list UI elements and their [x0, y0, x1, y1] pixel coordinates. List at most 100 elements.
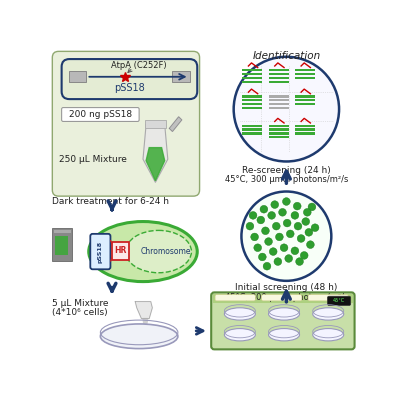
Bar	[295, 99, 315, 101]
Circle shape	[265, 238, 272, 246]
Circle shape	[242, 192, 331, 281]
Ellipse shape	[313, 329, 344, 341]
Circle shape	[280, 244, 288, 251]
Text: Initial screening (48 h): Initial screening (48 h)	[235, 283, 338, 292]
Bar	[295, 95, 315, 97]
Ellipse shape	[224, 329, 255, 341]
Ellipse shape	[89, 221, 197, 282]
Circle shape	[296, 258, 304, 265]
FancyBboxPatch shape	[62, 59, 197, 99]
Bar	[295, 132, 315, 135]
Text: Re-screening (24 h): Re-screening (24 h)	[242, 166, 331, 175]
Bar	[295, 128, 315, 131]
Bar	[242, 124, 262, 127]
Bar	[295, 73, 315, 75]
FancyBboxPatch shape	[90, 234, 110, 269]
Circle shape	[285, 255, 292, 263]
Bar	[242, 132, 262, 135]
FancyBboxPatch shape	[308, 295, 348, 301]
Polygon shape	[169, 117, 182, 131]
Bar	[52, 228, 72, 261]
Circle shape	[254, 244, 262, 251]
Circle shape	[302, 218, 310, 225]
Bar	[242, 81, 262, 83]
Circle shape	[249, 211, 257, 219]
FancyBboxPatch shape	[62, 108, 139, 122]
Text: HR: HR	[114, 246, 127, 255]
Bar	[295, 124, 315, 127]
Circle shape	[282, 198, 290, 206]
Circle shape	[300, 251, 308, 259]
Bar	[268, 124, 289, 127]
Circle shape	[297, 234, 305, 242]
Text: pSS18: pSS18	[98, 240, 103, 263]
Circle shape	[269, 248, 277, 255]
FancyBboxPatch shape	[211, 292, 354, 349]
Circle shape	[279, 208, 286, 216]
Bar	[112, 242, 129, 260]
Text: 45°C: 45°C	[333, 298, 345, 303]
Text: 200 ng pSS18: 200 ng pSS18	[69, 110, 132, 119]
Bar	[213, 294, 353, 303]
Bar	[268, 103, 289, 105]
Bar	[242, 73, 262, 75]
Ellipse shape	[268, 308, 300, 320]
FancyBboxPatch shape	[262, 295, 302, 301]
Text: 5 μL Mixture: 5 μL Mixture	[52, 299, 109, 308]
Circle shape	[257, 216, 265, 224]
Circle shape	[305, 228, 313, 236]
Bar	[295, 103, 315, 105]
Bar	[268, 136, 289, 138]
Circle shape	[311, 224, 319, 232]
Circle shape	[263, 263, 271, 270]
Bar	[268, 77, 289, 79]
Bar	[295, 77, 315, 79]
Circle shape	[268, 211, 276, 219]
Circle shape	[308, 203, 316, 211]
FancyBboxPatch shape	[52, 51, 200, 196]
FancyBboxPatch shape	[328, 296, 351, 305]
Bar	[295, 69, 315, 71]
Text: 45°C, 300 μmol photons/m²/s: 45°C, 300 μmol photons/m²/s	[225, 175, 348, 185]
Text: pSS18: pSS18	[114, 83, 145, 93]
Bar	[242, 69, 262, 71]
Bar	[242, 103, 262, 105]
Text: Identification: Identification	[252, 51, 320, 61]
Text: Dark treatment for 6-24 h: Dark treatment for 6-24 h	[52, 197, 169, 206]
Circle shape	[291, 247, 299, 255]
Bar	[268, 81, 289, 83]
Bar	[242, 107, 262, 109]
Circle shape	[274, 258, 282, 265]
Circle shape	[276, 233, 283, 241]
Bar	[242, 95, 262, 97]
Text: (4*10⁶ cells): (4*10⁶ cells)	[52, 308, 108, 317]
Bar	[268, 99, 289, 101]
Circle shape	[272, 222, 280, 230]
Bar	[268, 95, 289, 97]
Bar	[172, 71, 190, 82]
Polygon shape	[143, 124, 168, 182]
Circle shape	[258, 253, 266, 261]
Bar	[268, 73, 289, 75]
FancyBboxPatch shape	[215, 295, 255, 301]
Circle shape	[304, 208, 311, 216]
Ellipse shape	[313, 308, 344, 320]
Bar	[268, 69, 289, 71]
Polygon shape	[143, 318, 148, 329]
Ellipse shape	[268, 329, 300, 341]
Text: 45°C, 300 μmol photons/m²/s: 45°C, 300 μmol photons/m²/s	[225, 293, 348, 301]
Bar	[268, 132, 289, 135]
Text: Chromosome: Chromosome	[141, 247, 192, 256]
Circle shape	[260, 206, 268, 213]
Ellipse shape	[100, 324, 178, 348]
Bar	[268, 128, 289, 131]
Circle shape	[306, 241, 314, 249]
Bar	[268, 107, 289, 109]
Circle shape	[291, 211, 299, 219]
Circle shape	[234, 57, 339, 162]
Bar	[56, 236, 68, 255]
Bar	[54, 230, 71, 233]
Text: 250 μL Mixture: 250 μL Mixture	[59, 155, 126, 164]
Polygon shape	[135, 302, 152, 318]
Circle shape	[246, 222, 254, 230]
